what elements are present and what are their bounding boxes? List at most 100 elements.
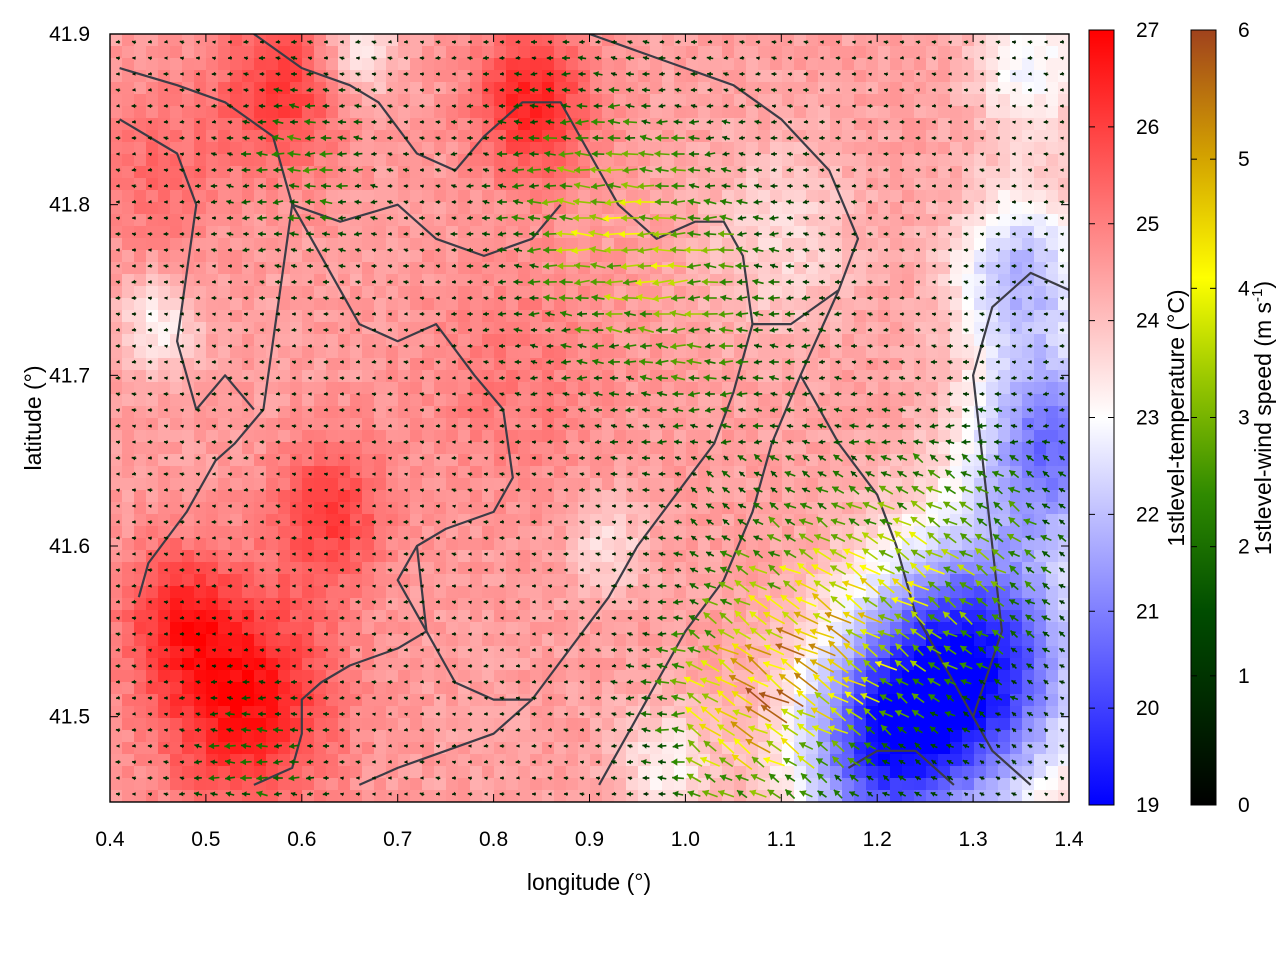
heatmap-cell xyxy=(638,454,651,467)
heatmap-cell xyxy=(218,634,231,647)
heatmap-cell xyxy=(506,262,519,275)
heatmap-cell xyxy=(806,214,819,227)
heatmap-cell xyxy=(374,430,387,443)
heatmap-cell xyxy=(674,574,687,587)
heatmap-cell xyxy=(650,46,663,59)
heatmap-cell xyxy=(554,430,567,443)
heatmap-cell xyxy=(350,394,363,407)
heatmap-cell xyxy=(290,262,303,275)
heatmap-cell xyxy=(746,346,759,359)
heatmap-cell xyxy=(362,310,375,323)
heatmap-cell xyxy=(950,778,963,791)
heatmap-cell xyxy=(866,106,879,119)
heatmap-cell xyxy=(422,238,435,251)
heatmap-cell xyxy=(794,34,807,47)
heatmap-cell xyxy=(566,766,579,779)
heatmap-cell xyxy=(266,166,279,179)
heatmap-cell xyxy=(170,250,183,263)
heatmap-cell xyxy=(1034,322,1047,335)
heatmap-cell xyxy=(458,202,471,215)
heatmap-cell xyxy=(602,46,615,59)
heatmap-cell xyxy=(590,694,603,707)
heatmap-cell xyxy=(314,694,327,707)
heatmap-cell xyxy=(338,34,351,47)
heatmap-cell xyxy=(950,154,963,167)
heatmap-cell xyxy=(446,118,459,131)
heatmap-cell xyxy=(338,526,351,539)
heatmap-cell xyxy=(398,478,411,491)
heatmap-cell xyxy=(278,634,291,647)
heatmap-cell xyxy=(962,34,975,47)
heatmap-cell xyxy=(890,334,903,347)
heatmap-cell xyxy=(638,118,651,131)
heatmap-cell xyxy=(602,658,615,671)
heatmap-cell xyxy=(578,610,591,623)
heatmap-cell xyxy=(602,562,615,575)
heatmap-cell xyxy=(422,586,435,599)
heatmap-cell xyxy=(878,106,891,119)
heatmap-cell xyxy=(350,478,363,491)
heatmap-cell xyxy=(914,442,927,455)
heatmap-cell xyxy=(998,622,1011,635)
heatmap-cell xyxy=(878,322,891,335)
heatmap-cell xyxy=(386,370,399,383)
heatmap-cell xyxy=(950,214,963,227)
heatmap-cell xyxy=(878,34,891,47)
heatmap-cell xyxy=(302,454,315,467)
heatmap-cell xyxy=(398,490,411,503)
heatmap-cell xyxy=(398,790,411,802)
heatmap-cell xyxy=(206,562,219,575)
heatmap-cell xyxy=(518,478,531,491)
heatmap-cell xyxy=(770,394,783,407)
heatmap-cell xyxy=(194,310,207,323)
heatmap-cell xyxy=(794,238,807,251)
heatmap-cell xyxy=(710,286,723,299)
heatmap-cell xyxy=(326,190,339,203)
heatmap-cell xyxy=(230,298,243,311)
heatmap-cell xyxy=(362,454,375,467)
heatmap-cell xyxy=(398,694,411,707)
heatmap-cell xyxy=(1022,262,1035,275)
heatmap-cell xyxy=(1010,694,1023,707)
heatmap-cell xyxy=(242,382,255,395)
heatmap-cell xyxy=(158,406,171,419)
heatmap-cell xyxy=(734,586,747,599)
heatmap-cell xyxy=(686,538,699,551)
heatmap-cell xyxy=(506,598,519,611)
heatmap-cell xyxy=(686,526,699,539)
heatmap-cell xyxy=(566,250,579,263)
heatmap-cell xyxy=(926,70,939,83)
heatmap-cell xyxy=(134,94,147,107)
heatmap-cell xyxy=(494,382,507,395)
heatmap-cell xyxy=(542,658,555,671)
heatmap-cell xyxy=(914,58,927,71)
heatmap-cell xyxy=(1034,514,1047,527)
heatmap-cell xyxy=(338,202,351,215)
heatmap-cell xyxy=(650,622,663,635)
heatmap-cell xyxy=(206,754,219,767)
heatmap-cell xyxy=(662,742,675,755)
heatmap-cell xyxy=(278,466,291,479)
heatmap-cell xyxy=(638,790,651,802)
heatmap-cell xyxy=(398,538,411,551)
heatmap-cell xyxy=(998,406,1011,419)
heatmap-cell xyxy=(1034,58,1047,71)
heatmap-cell xyxy=(506,154,519,167)
heatmap-cell xyxy=(206,46,219,59)
heatmap-cell xyxy=(902,286,915,299)
heatmap-cell xyxy=(626,262,639,275)
heatmap-cell xyxy=(854,190,867,203)
heatmap-cell xyxy=(326,706,339,719)
heatmap-cell xyxy=(110,214,123,227)
heatmap-cell xyxy=(818,130,831,143)
heatmap-cell xyxy=(230,142,243,155)
heatmap-cell xyxy=(374,490,387,503)
heatmap-cell xyxy=(626,538,639,551)
heatmap-cell xyxy=(206,502,219,515)
heatmap-cell xyxy=(326,634,339,647)
heatmap-cell xyxy=(146,646,159,659)
heatmap-cell xyxy=(194,226,207,239)
heatmap-cell xyxy=(338,46,351,59)
heatmap-cell xyxy=(170,682,183,695)
heatmap-cell xyxy=(314,766,327,779)
